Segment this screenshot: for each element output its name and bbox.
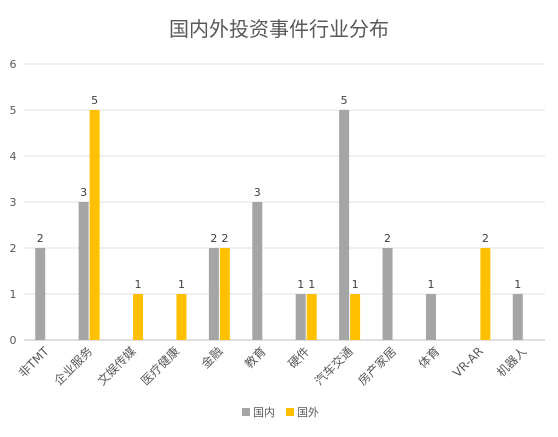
x-tick-label: 教育	[241, 344, 269, 372]
data-label: 2	[210, 232, 217, 245]
x-tick-label: 体育	[415, 344, 443, 372]
bar	[425, 294, 436, 340]
bar	[89, 110, 100, 340]
bar	[382, 248, 393, 340]
legend-swatch	[242, 408, 250, 416]
data-label: 3	[254, 186, 261, 199]
bar	[176, 294, 187, 340]
gridlines	[24, 63, 545, 341]
data-label: 2	[221, 232, 228, 245]
x-tick-label: 硬件	[285, 344, 312, 371]
bar	[78, 202, 89, 340]
data-label: 2	[37, 232, 44, 245]
y-tick-label: 1	[10, 288, 17, 301]
y-tick-label: 3	[10, 196, 17, 209]
data-label: 2	[482, 232, 489, 245]
bars	[35, 110, 523, 340]
bar	[306, 294, 317, 340]
legend-swatch	[286, 408, 294, 416]
y-tick-label: 2	[10, 242, 17, 255]
x-tick-label: 机器人	[494, 344, 529, 379]
y-tick-label: 6	[10, 58, 17, 71]
legend: 国内 国外	[242, 405, 319, 419]
bar	[339, 110, 350, 340]
bar	[252, 202, 263, 340]
bar	[295, 294, 306, 340]
legend-label: 国外	[297, 406, 319, 419]
y-tick-label: 5	[10, 104, 17, 117]
x-tick-label: VR-AR	[450, 344, 486, 380]
x-tick-label: 文娱传媒	[94, 344, 139, 389]
bar	[35, 248, 46, 340]
data-label: 1	[427, 278, 434, 291]
x-tick-label: 房产家居	[355, 344, 400, 389]
data-label: 1	[178, 278, 185, 291]
data-label: 3	[80, 186, 87, 199]
bar	[219, 248, 230, 340]
legend-label: 国内	[253, 405, 275, 419]
y-tick-label: 4	[10, 150, 17, 163]
data-label: 1	[297, 278, 304, 291]
y-axis-ticks: 0 1 2 3 4 5 6	[10, 58, 17, 347]
x-tick-label: 金融	[198, 344, 226, 372]
data-label: 5	[341, 94, 348, 107]
bar	[133, 294, 144, 340]
x-tick-label: 非TMT	[16, 344, 53, 381]
bar	[512, 294, 523, 340]
x-tick-label: 医疗健康	[138, 344, 183, 389]
data-label: 5	[91, 94, 98, 107]
x-tick-label: 企业服务	[51, 344, 96, 389]
chart-title: 国内外投资事件行业分布	[169, 17, 389, 41]
y-tick-label: 0	[10, 334, 17, 347]
x-axis-ticks: 非TMT 企业服务 文娱传媒 医疗健康 金融 教育 硬件 汽车交通 房产家居 体育 VR-AR 机器人	[16, 344, 530, 389]
data-label: 1	[514, 278, 521, 291]
bar	[350, 294, 361, 340]
data-label: 1	[135, 278, 142, 291]
data-label: 2	[384, 232, 391, 245]
bar	[480, 248, 491, 340]
data-label: 1	[352, 278, 359, 291]
x-tick-label: 汽车交通	[311, 344, 356, 389]
data-label: 1	[308, 278, 315, 291]
bar	[208, 248, 219, 340]
